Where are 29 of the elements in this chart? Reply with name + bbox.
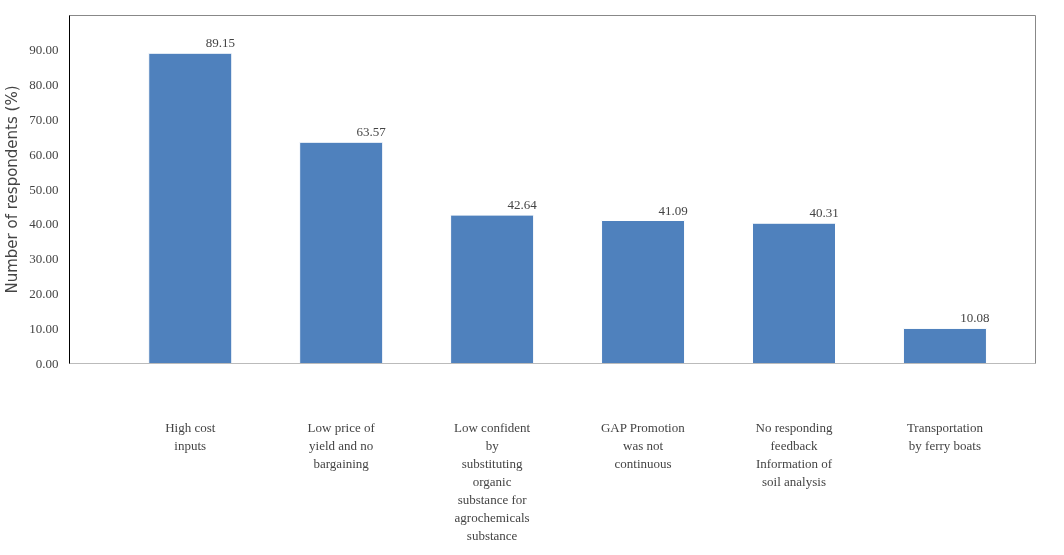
x-tick-label: High cost inputs (165, 419, 216, 453)
x-tick-label: Transportation by ferry boats (906, 419, 984, 453)
data-label: 89.15 (205, 35, 235, 51)
y-tick-label: 80.00 (29, 77, 59, 93)
bar (601, 220, 686, 364)
bar (902, 327, 987, 364)
y-tick-label: 20.00 (29, 285, 59, 301)
bar (299, 141, 384, 364)
bar (751, 222, 837, 364)
y-tick-label: 40.00 (29, 216, 59, 232)
y-tick-label: 50.00 (29, 181, 59, 197)
y-tick-label: 0.00 (35, 355, 59, 371)
x-tick-label: No responding feedback Information of soil analysis (755, 419, 833, 489)
y-tick-label: 70.00 (29, 111, 59, 127)
data-label: 41.09 (658, 202, 688, 218)
data-label: 63.57 (356, 124, 387, 140)
data-label: 10.08 (960, 310, 990, 326)
y-tick-label: 10.00 (29, 320, 59, 336)
y-tick-label: 90.00 (29, 42, 59, 58)
y-tick-label: 30.00 (29, 251, 59, 267)
y-axis-title: Number of respondents (%) (3, 85, 22, 294)
bar (450, 214, 535, 364)
data-label: 42.64 (507, 197, 538, 213)
x-tick-label: GAP Promotion was not continuous (600, 419, 686, 471)
bar (148, 52, 233, 364)
y-tick-label: 60.00 (29, 146, 59, 162)
data-label: 40.31 (809, 205, 839, 221)
x-tick-label: Low confident by substituting organic substance for agrochemicals substance (454, 419, 531, 543)
x-tick-label: Low price of yield and no bargaining (307, 419, 376, 471)
